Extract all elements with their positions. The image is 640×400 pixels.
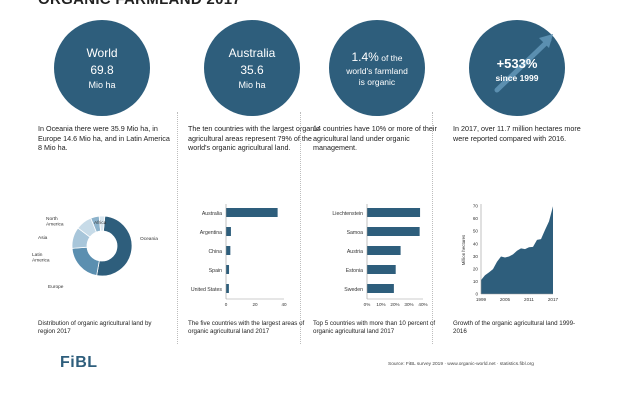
donut-label: North America: [46, 216, 64, 228]
growth-circle: +533% since 1999: [469, 20, 565, 116]
column-share: 1.4% of the world's farmland is organic …: [305, 18, 447, 348]
australia-label: Australia: [228, 46, 276, 60]
australia-text: The ten countries with the largest organ…: [188, 124, 320, 152]
bar-label: China: [208, 249, 222, 255]
share-description: 14 countries have 10% or more of their a…: [313, 124, 437, 152]
share-line2: world's farmland: [346, 65, 408, 76]
growth-caption: Growth of the organic agricultural land …: [453, 320, 576, 336]
donut-slice: [98, 215, 106, 232]
bar: [226, 284, 229, 293]
australia-value: 35.6: [240, 63, 264, 77]
y-tick-label: 50: [473, 229, 479, 234]
donut-label: Latin America: [32, 252, 50, 264]
australia-unit: Mio ha: [238, 80, 266, 90]
y-tick-label: 30: [473, 254, 479, 259]
bar-label: Austria: [347, 249, 363, 255]
bar: [367, 246, 401, 255]
bar-label: Sweden: [344, 287, 363, 293]
y-tick-label: 60: [473, 216, 479, 221]
bar: [226, 246, 231, 255]
x-tick-label: 30%: [404, 302, 413, 307]
x-tick-label: 0: [225, 302, 228, 307]
bar: [226, 265, 230, 274]
world-text: In Oceania there were 35.9 Mio ha, in Eu…: [38, 124, 170, 152]
column-divider: [300, 112, 301, 344]
australia-caption: The five countries with the largest area…: [188, 320, 305, 336]
x-tick-label: 20: [252, 302, 258, 307]
y-tick-label: 70: [473, 204, 479, 209]
australia-circle: Australia 35.6 Mio ha: [204, 20, 300, 116]
bar-label: Australia: [202, 211, 222, 217]
donut-label: Africa: [94, 220, 107, 226]
bar: [367, 284, 394, 293]
world-unit: Mio ha: [88, 80, 116, 90]
x-tick-label: 0%: [364, 302, 371, 307]
page-title: ORGANIC FARMLAND 2017: [38, 0, 241, 8]
bar: [226, 208, 278, 217]
donut-slice: [96, 215, 133, 277]
world-caption: Distribution of organic agricultural lan…: [38, 320, 152, 336]
bar: [226, 227, 231, 236]
share-circle: 1.4% of the world's farmland is organic: [329, 20, 425, 116]
world-label: World: [86, 46, 118, 60]
growth-text: In 2017, over 11.7 million hectares more…: [453, 124, 581, 143]
bar-label: Spain: [209, 268, 222, 274]
share-caption: Top 5 countries with more than 10 percen…: [313, 320, 436, 336]
world-circle: World 69.8 Mio ha: [54, 20, 150, 116]
donut-label: Oceania: [140, 236, 158, 242]
donut-chart: Oceania Europe Latin America Asia North Americ…: [32, 215, 158, 290]
x-tick-label: 2005: [500, 297, 511, 302]
column-world: World 69.8 Mio ha In Oceania there were …: [30, 18, 172, 348]
y-tick-label: 40: [473, 241, 479, 246]
x-tick-label: 2017: [548, 297, 559, 302]
bar-label: Liechtenstein: [332, 211, 363, 217]
y-tick-label: 0: [475, 292, 478, 297]
bar: [367, 208, 421, 217]
bar: [367, 265, 396, 274]
share-text: 1.4% of the world's farmland is organic: [329, 50, 425, 88]
bar-label: Estonia: [346, 268, 363, 274]
x-tick-label: 1999: [476, 297, 487, 302]
share-line3: is organic: [358, 76, 396, 87]
bar-label: Argentina: [200, 230, 222, 236]
area-series: [481, 206, 553, 294]
bar-label: United States: [191, 287, 223, 293]
column-divider: [177, 112, 178, 344]
fibl-logo: FiBL: [60, 354, 98, 371]
x-tick-label: 20%: [390, 302, 399, 307]
growth-value: +533%: [496, 56, 538, 71]
donut-slice: [71, 246, 100, 276]
x-tick-label: 40: [281, 302, 287, 307]
growth-arrow-icon: [494, 34, 553, 93]
x-tick-label: 40%: [418, 302, 427, 307]
y-tick-label: 10: [473, 279, 479, 284]
y-axis-label: Million hectares: [461, 234, 466, 265]
source-note: Source: FiBL survey 2019 · www.organic-w…: [388, 362, 534, 367]
donut-label: Europe: [48, 284, 64, 290]
bar: [367, 227, 420, 236]
column-growth: +533% since 1999 In 2017, over 11.7 mill…: [445, 18, 587, 348]
donut-label: Asia: [38, 235, 48, 241]
column-divider: [432, 112, 433, 344]
world-value: 69.8: [90, 63, 114, 77]
growth-area-chart: 0 10 20 30 40 50 60 70 1999 2005 2011 2017 Million h…: [461, 204, 559, 302]
x-tick-label: 2011: [524, 297, 534, 302]
share-bar-chart: Liechtenstein Samoa Austria Estonia Sweden 0%…: [332, 204, 428, 307]
bar-label: Samoa: [347, 230, 364, 236]
column-australia: Australia 35.6 Mio ha The ten countries …: [180, 18, 322, 348]
top-countries-bar-chart: Australia Argentina China Spain United State…: [191, 204, 287, 307]
share-rest: of the: [378, 53, 403, 63]
x-tick-label: 10%: [376, 302, 385, 307]
share-value: 1.4%: [351, 50, 379, 64]
y-tick-label: 20: [473, 266, 479, 271]
growth-since: since 1999: [495, 73, 539, 83]
